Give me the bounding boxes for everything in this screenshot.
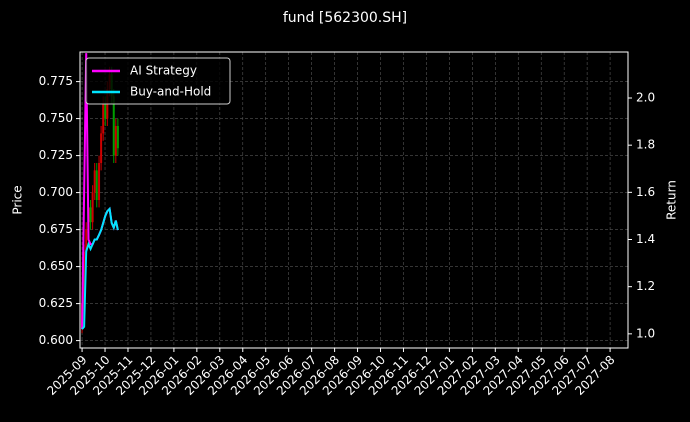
candle-body	[117, 126, 119, 148]
candle-body	[113, 96, 115, 155]
y-tick-label: 0.625	[39, 296, 73, 310]
y2-tick-label: 1.4	[636, 232, 655, 246]
candle-body	[90, 207, 92, 222]
candle-body	[102, 104, 104, 134]
y2-tick-label: 1.8	[636, 138, 655, 152]
candle-body	[104, 104, 106, 119]
y2-tick-label: 1.0	[636, 326, 655, 340]
candle-body	[94, 170, 96, 192]
chart-title: fund [562300.SH]	[283, 10, 407, 26]
y-tick-label: 0.600	[39, 333, 73, 347]
y-axis-label: Price	[11, 185, 25, 214]
candle-body	[115, 126, 117, 156]
y2-tick-label: 2.0	[636, 90, 655, 104]
candle-body	[98, 163, 100, 200]
y2-tick-label: 1.6	[636, 185, 655, 199]
y-tick-label: 0.725	[39, 148, 73, 162]
candle-body	[100, 133, 102, 163]
y2-axis-label: Return	[665, 180, 679, 220]
y-tick-label: 0.650	[39, 259, 73, 273]
legend-label: AI Strategy	[130, 64, 197, 78]
y-tick-label: 0.750	[39, 111, 73, 125]
y-tick-label: 0.675	[39, 222, 73, 236]
candle-body	[92, 193, 94, 223]
y2-tick-label: 1.2	[636, 279, 655, 293]
y-tick-label: 0.775	[39, 74, 73, 88]
legend-label: Buy-and-Hold	[130, 85, 211, 99]
candle-body	[96, 170, 98, 200]
y-tick-label: 0.700	[39, 185, 73, 199]
